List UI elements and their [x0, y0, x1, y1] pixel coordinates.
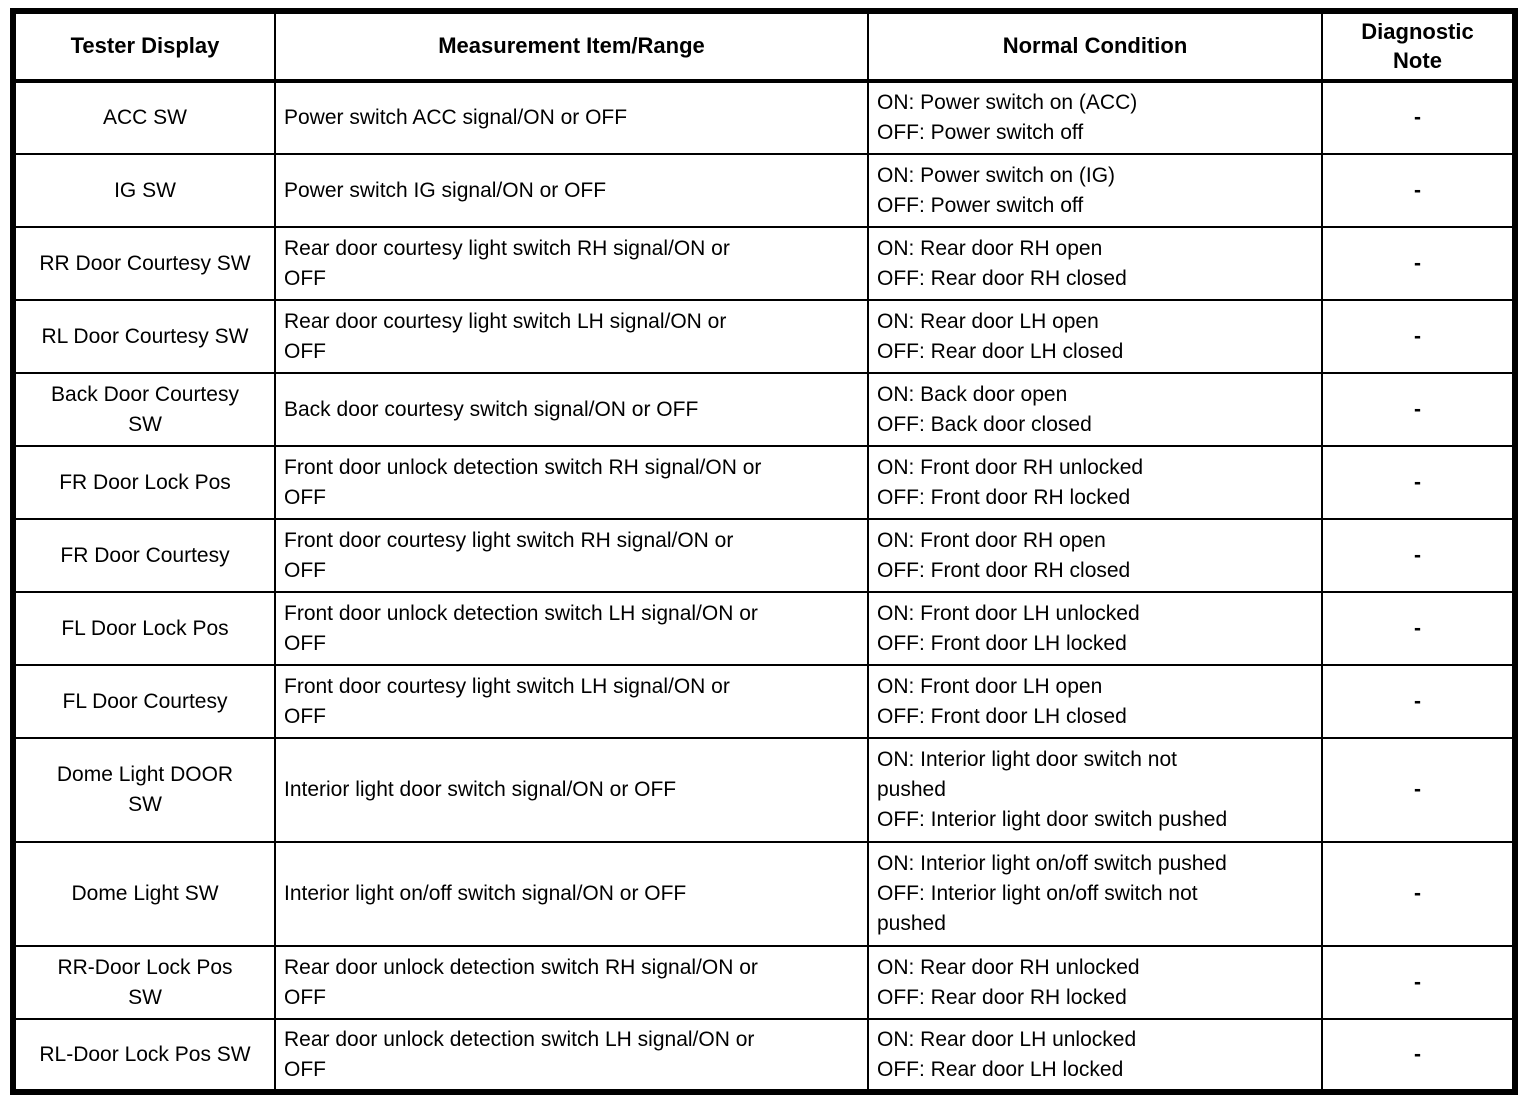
- diagnostic-note-cell: -: [1321, 445, 1516, 520]
- diagnostic-note-cell: -: [1321, 372, 1516, 447]
- column-header-tester-display: Tester Display: [12, 10, 276, 83]
- normal-condition-cell: ON: Front door LH open OFF: Front door L…: [867, 664, 1323, 739]
- table-row: RR Door Courtesy SW Rear door courtesy l…: [12, 226, 1516, 301]
- table-row: Dome Light DOOR SW Interior light door s…: [12, 737, 1516, 843]
- normal-condition-cell: ON: Rear door LH open OFF: Rear door LH …: [867, 299, 1323, 374]
- tester-display-cell: RL-Door Lock Pos SW: [12, 1018, 276, 1093]
- normal-condition-cell: ON: Front door RH open OFF: Front door R…: [867, 518, 1323, 593]
- measurement-cell: Front door courtesy light switch RH sign…: [274, 518, 869, 593]
- measurement-cell: Power switch ACC signal/ON or OFF: [274, 80, 869, 155]
- measurement-cell: Rear door unlock detection switch RH sig…: [274, 945, 869, 1020]
- normal-condition-cell: ON: Power switch on (IG) OFF: Power swit…: [867, 153, 1323, 228]
- diagnostic-note-cell: -: [1321, 1018, 1516, 1093]
- normal-condition-cell: ON: Power switch on (ACC) OFF: Power swi…: [867, 80, 1323, 155]
- normal-condition-cell: ON: Back door open OFF: Back door closed: [867, 372, 1323, 447]
- normal-condition-cell: ON: Rear door LH unlocked OFF: Rear door…: [867, 1018, 1323, 1093]
- normal-condition-cell: ON: Front door LH unlocked OFF: Front do…: [867, 591, 1323, 666]
- measurement-cell: Rear door courtesy light switch RH signa…: [274, 226, 869, 301]
- tester-display-cell: Dome Light SW: [12, 841, 276, 947]
- tester-display-cell: Back Door Courtesy SW: [12, 372, 276, 447]
- tester-display-cell: FR Door Courtesy: [12, 518, 276, 593]
- column-header-measurement-item-range: Measurement Item/Range: [274, 10, 869, 83]
- table-row: IG SW Power switch IG signal/ON or OFF O…: [12, 153, 1516, 228]
- measurement-cell: Rear door courtesy light switch LH signa…: [274, 299, 869, 374]
- measurement-cell: Power switch IG signal/ON or OFF: [274, 153, 869, 228]
- diagnostic-note-cell: -: [1321, 299, 1516, 374]
- tester-display-cell: RR-Door Lock Pos SW: [12, 945, 276, 1020]
- tester-display-cell: FR Door Lock Pos: [12, 445, 276, 520]
- diagnostic-note-cell: -: [1321, 153, 1516, 228]
- diagnostic-note-cell: -: [1321, 737, 1516, 843]
- diagnostic-note-cell: -: [1321, 518, 1516, 593]
- measurement-cell: Back door courtesy switch signal/ON or O…: [274, 372, 869, 447]
- tester-display-cell: IG SW: [12, 153, 276, 228]
- tester-display-cell: Dome Light DOOR SW: [12, 737, 276, 843]
- diagnostic-note-cell: -: [1321, 945, 1516, 1020]
- diagnostic-note-cell: -: [1321, 80, 1516, 155]
- normal-condition-cell: ON: Interior light on/off switch pushed …: [867, 841, 1323, 947]
- diagnostic-note-cell: -: [1321, 226, 1516, 301]
- tester-display-cell: ACC SW: [12, 80, 276, 155]
- table-row: RL-Door Lock Pos SW Rear door unlock det…: [12, 1018, 1516, 1093]
- normal-condition-cell: ON: Rear door RH unlocked OFF: Rear door…: [867, 945, 1323, 1020]
- table-row: FR Door Lock Pos Front door unlock detec…: [12, 445, 1516, 520]
- table-row: FL Door Lock Pos Front door unlock detec…: [12, 591, 1516, 666]
- table-row: FR Door Courtesy Front door courtesy lig…: [12, 518, 1516, 593]
- table-row: Dome Light SW Interior light on/off swit…: [12, 841, 1516, 947]
- header-row: Tester Display Measurement Item/Range No…: [12, 10, 1516, 83]
- measurement-cell: Front door unlock detection switch RH si…: [274, 445, 869, 520]
- table-row: RR-Door Lock Pos SW Rear door unlock det…: [12, 945, 1516, 1020]
- tester-display-cell: RR Door Courtesy SW: [12, 226, 276, 301]
- diagnostic-note-cell: -: [1321, 841, 1516, 947]
- column-header-diagnostic-note: Diagnostic Note: [1321, 10, 1516, 83]
- tester-display-cell: FL Door Lock Pos: [12, 591, 276, 666]
- table-row: FL Door Courtesy Front door courtesy lig…: [12, 664, 1516, 739]
- table-row: ACC SW Power switch ACC signal/ON or OFF…: [12, 80, 1516, 155]
- measurement-cell: Rear door unlock detection switch LH sig…: [274, 1018, 869, 1093]
- table-row: Back Door Courtesy SW Back door courtesy…: [12, 372, 1516, 447]
- column-header-normal-condition: Normal Condition: [867, 10, 1323, 83]
- measurement-cell: Front door courtesy light switch LH sign…: [274, 664, 869, 739]
- measurement-cell: Interior light door switch signal/ON or …: [274, 737, 869, 843]
- measurement-cell: Front door unlock detection switch LH si…: [274, 591, 869, 666]
- tester-display-cell: RL Door Courtesy SW: [12, 299, 276, 374]
- table-row: RL Door Courtesy SW Rear door courtesy l…: [12, 299, 1516, 374]
- measurement-cell: Interior light on/off switch signal/ON o…: [274, 841, 869, 947]
- normal-condition-cell: ON: Interior light door switch not pushe…: [867, 737, 1323, 843]
- normal-condition-cell: ON: Rear door RH open OFF: Rear door RH …: [867, 226, 1323, 301]
- diagnostic-data-table: Tester Display Measurement Item/Range No…: [10, 8, 1518, 1095]
- diagnostic-note-cell: -: [1321, 591, 1516, 666]
- diagnostic-note-cell: -: [1321, 664, 1516, 739]
- normal-condition-cell: ON: Front door RH unlocked OFF: Front do…: [867, 445, 1323, 520]
- tester-display-cell: FL Door Courtesy: [12, 664, 276, 739]
